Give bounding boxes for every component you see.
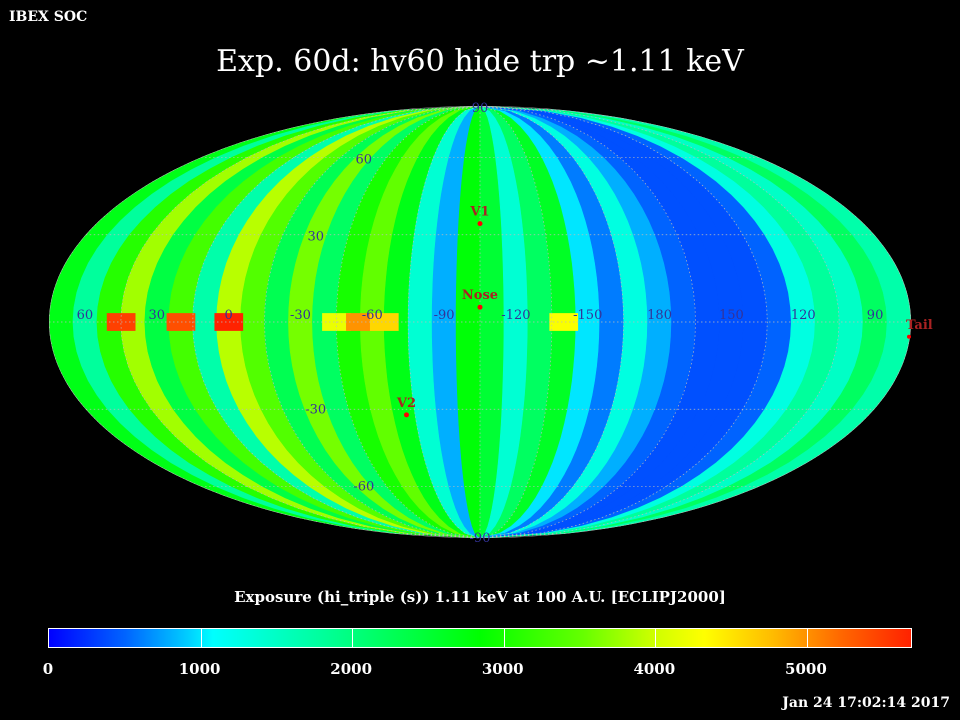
marker-label: Nose — [462, 288, 498, 303]
longitude-label: 180 — [647, 308, 672, 323]
marker-dot — [907, 334, 911, 339]
exposure-bands — [49, 106, 911, 538]
colorbar-tick — [655, 629, 657, 647]
colorbar-tick — [352, 629, 354, 647]
colorbar-label: 4000 — [633, 660, 676, 678]
ecliptic-cell — [369, 313, 399, 331]
sky-map: 60 30 0 -30 -60 -90 -120 -150 180 150 120 90 90 60 30… — [49, 101, 933, 546]
marker-label: V2 — [396, 396, 416, 411]
meridian-line — [479, 106, 625, 538]
longitude-label: 90 — [867, 308, 884, 323]
meridian-line — [335, 106, 481, 538]
ecliptic-cell — [346, 313, 375, 331]
ecliptic-cell — [214, 313, 244, 331]
colorbar-label: 0 — [42, 660, 54, 678]
colorbar — [48, 628, 912, 648]
colorbar-caption: Exposure (hi_triple (s)) 1.11 keV at 100… — [234, 588, 726, 606]
latitude-label: 30 — [307, 230, 324, 245]
longitude-label: -60 — [362, 308, 383, 323]
colorbar-tick — [200, 629, 202, 647]
longitude-label: 120 — [791, 308, 816, 323]
longitude-label: 0 — [224, 308, 232, 323]
map-markers: V1 Nose V2 Tail — [396, 205, 933, 418]
marker-label: Tail — [906, 318, 933, 333]
longitude-labels: 60 30 0 -30 -60 -90 -120 -150 180 150 120 90 — [77, 308, 884, 323]
timestamp: Jan 24 17:02:14 2017 — [782, 695, 950, 711]
marker-label: V1 — [469, 205, 489, 220]
marker-dot — [477, 221, 483, 227]
latitude-label: -30 — [305, 402, 326, 417]
organization-label: IBEX SOC — [9, 9, 88, 25]
marker-dot — [477, 304, 483, 310]
longitude-label: 60 — [77, 308, 94, 323]
colorbar-tick — [503, 629, 505, 647]
latitude-label: 60 — [356, 152, 373, 167]
meridian-line — [192, 106, 481, 538]
longitude-label: -90 — [434, 308, 455, 323]
latitude-label: 90 — [472, 101, 489, 116]
meridian-line — [479, 106, 768, 538]
latitude-label: -90 — [470, 531, 491, 546]
ecliptic-cell — [166, 313, 196, 331]
marker-dot — [403, 412, 409, 418]
longitude-label: -30 — [290, 308, 311, 323]
longitude-label: 150 — [719, 308, 744, 323]
colorbar-label: 1000 — [178, 660, 221, 678]
colorbar-label: 2000 — [330, 660, 373, 678]
meridian-line — [479, 106, 840, 538]
longitude-label: 30 — [148, 308, 165, 323]
colorbar-label: 3000 — [481, 660, 524, 678]
colorbar-tick — [806, 629, 808, 647]
longitude-label: -150 — [573, 308, 602, 323]
meridian-line — [120, 106, 481, 538]
map-title: Exp. 60d: hv60 hide trp ~1.11 keV — [216, 44, 744, 79]
longitude-label: -120 — [501, 308, 530, 323]
latitude-labels: 90 60 30 -30 -60 -90 — [305, 101, 490, 546]
colorbar-label: 5000 — [785, 660, 827, 678]
ecliptic-cell — [549, 313, 579, 331]
latitude-label: -60 — [353, 480, 374, 495]
